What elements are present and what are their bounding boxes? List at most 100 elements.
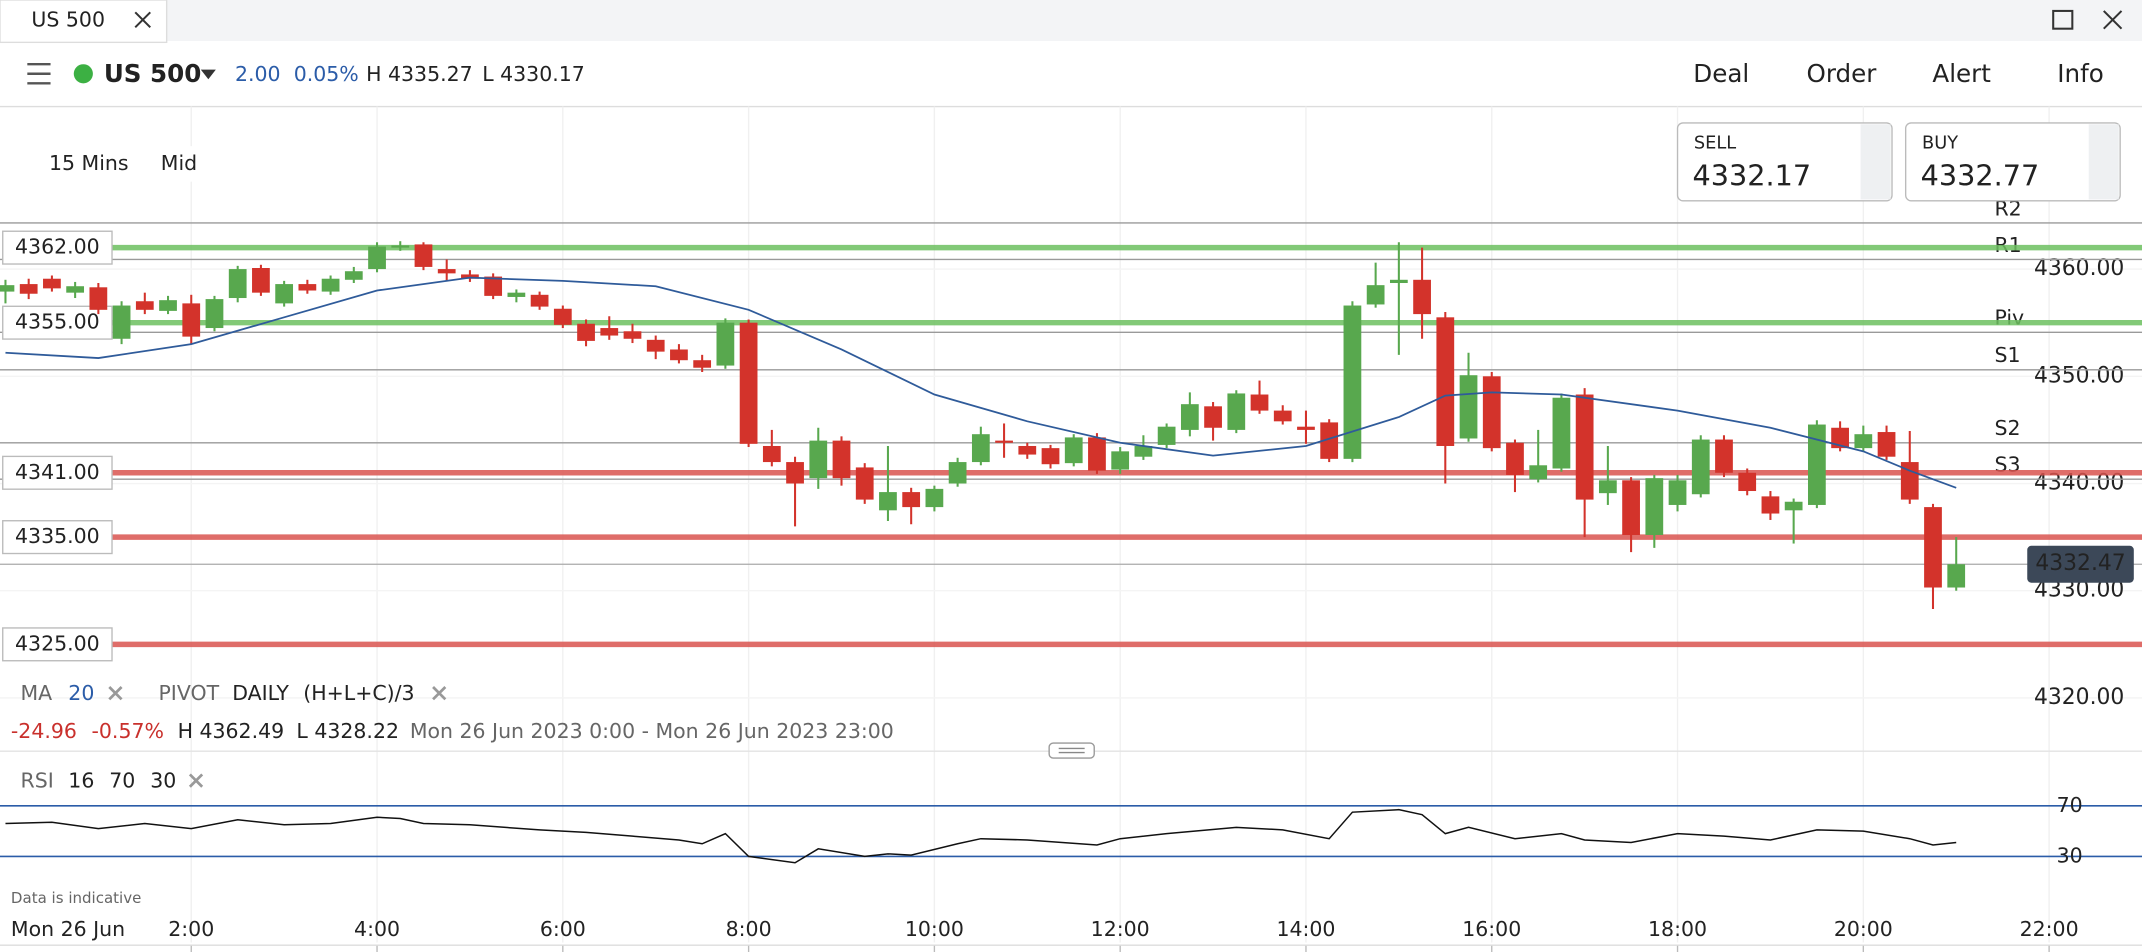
candle-body	[553, 308, 572, 325]
candle-body	[182, 303, 201, 337]
candle-body	[414, 244, 433, 267]
tab[interactable]	[0, 0, 168, 44]
rsi-upper: 70	[109, 768, 135, 792]
ma-period: 20	[68, 681, 94, 705]
y-tick-label: 4360.00	[2034, 256, 2124, 281]
pivot-label: R1	[1994, 233, 2021, 257]
candle-body	[1622, 480, 1640, 535]
candle-body	[1575, 394, 1594, 500]
candle-body	[1459, 375, 1478, 439]
candle-body	[1366, 285, 1385, 305]
candle-body	[298, 284, 317, 291]
maximize[interactable]	[2052, 9, 2074, 30]
level-label: 4355.00	[15, 310, 100, 334]
candle-body	[1018, 445, 1037, 455]
level-label: 4325.00	[15, 631, 100, 655]
candle-body	[1854, 434, 1873, 449]
rsi-label: RSI	[20, 768, 53, 792]
dropdown-caret[interactable]	[200, 69, 216, 80]
candle-body	[1180, 404, 1199, 430]
candle-body	[1111, 451, 1130, 470]
candle-body	[1715, 439, 1733, 473]
candle-body	[344, 271, 363, 280]
candle-body	[159, 300, 177, 311]
candle-body	[1552, 397, 1571, 469]
stats-change: -24.96	[11, 719, 77, 743]
x-tick-label: 16:00	[1462, 917, 1521, 941]
candle-body	[902, 492, 921, 508]
tab-bar	[0, 0, 2142, 41]
x-tick-label: 20:00	[1834, 917, 1893, 941]
level-box	[2, 520, 113, 555]
close[interactable]	[2103, 10, 2123, 30]
candle-body	[948, 462, 967, 484]
sell-button[interactable]	[1676, 122, 1893, 202]
candle-body	[530, 294, 549, 307]
x-tick-label: 12:00	[1091, 917, 1150, 941]
instrument[interactable]: US 500	[104, 59, 202, 88]
level-label: 4362.00	[15, 235, 100, 259]
stats-change-pct: -0.57%	[92, 719, 164, 743]
candle-body	[716, 322, 735, 366]
candle-body	[1506, 442, 1524, 475]
pivot-label: Piv	[1994, 306, 2024, 330]
candle-body	[809, 440, 828, 479]
candle-body	[66, 286, 85, 293]
candle-body	[484, 276, 503, 296]
candle-body	[252, 268, 270, 293]
candle-body	[43, 278, 61, 289]
price-tag	[2027, 545, 2134, 583]
resize-handle[interactable]	[1048, 742, 1095, 759]
tab-close[interactable]	[134, 11, 151, 29]
sell-price: 4332.17	[1693, 159, 1812, 193]
remove-pivot[interactable]	[432, 686, 447, 701]
stats-low: L 4328.22	[296, 719, 399, 743]
menu-item[interactable]: Alert	[1932, 59, 1991, 88]
candle-body	[461, 274, 479, 279]
high: H 4335.27	[366, 62, 473, 86]
pivot-label: PIVOT	[158, 681, 219, 705]
candle-body	[1947, 564, 1966, 588]
candle-body	[1204, 406, 1222, 428]
menu-item[interactable]: Info	[2057, 59, 2104, 88]
stats-high: H 4362.49	[178, 719, 285, 743]
remove-ma[interactable]	[108, 686, 123, 701]
candle-body	[391, 245, 410, 248]
change-pct: 0.05%	[294, 62, 359, 86]
remove-rsi[interactable]	[188, 773, 204, 788]
disclaimer: Data is indicative	[11, 889, 141, 907]
candle-body	[0, 285, 15, 292]
price-type-button[interactable]	[147, 146, 211, 182]
candle-body	[762, 445, 781, 463]
buy-edge	[2088, 124, 2119, 200]
rsi-period: 16	[68, 768, 94, 792]
candle-body	[1529, 465, 1548, 480]
candle-body	[1088, 437, 1106, 471]
x-tick-label: 18:00	[1648, 917, 1707, 941]
menu-item[interactable]: Deal	[1693, 59, 1749, 88]
candle-body	[1413, 279, 1431, 315]
rsi-lower: 30	[150, 768, 176, 792]
candle-body	[1831, 427, 1849, 449]
candle-body	[19, 284, 38, 294]
buy-label: BUY	[1922, 133, 1958, 153]
candle-body	[832, 440, 851, 479]
ma-label: MA	[20, 681, 52, 705]
buy-button[interactable]	[1904, 122, 2121, 202]
x-tick-label: 8:00	[726, 917, 772, 941]
candle-body	[368, 246, 386, 270]
candle-body	[1436, 317, 1455, 446]
candle-body	[1645, 478, 1664, 535]
menu-icon[interactable]	[27, 62, 51, 85]
pivot-label: S1	[1994, 343, 2020, 367]
menu-item[interactable]: Order	[1807, 59, 1878, 88]
stats-range: Mon 26 Jun 2023 0:00 - Mon 26 Jun 2023 2…	[410, 719, 894, 743]
candle-body	[228, 269, 247, 299]
candle-body	[1041, 448, 1060, 465]
x-tick-label: 4:00	[354, 917, 400, 941]
interval-button[interactable]	[34, 146, 144, 182]
x-tick-label: 6:00	[540, 917, 586, 941]
candle-body	[1761, 496, 1780, 514]
handle-grip	[1058, 747, 1085, 754]
